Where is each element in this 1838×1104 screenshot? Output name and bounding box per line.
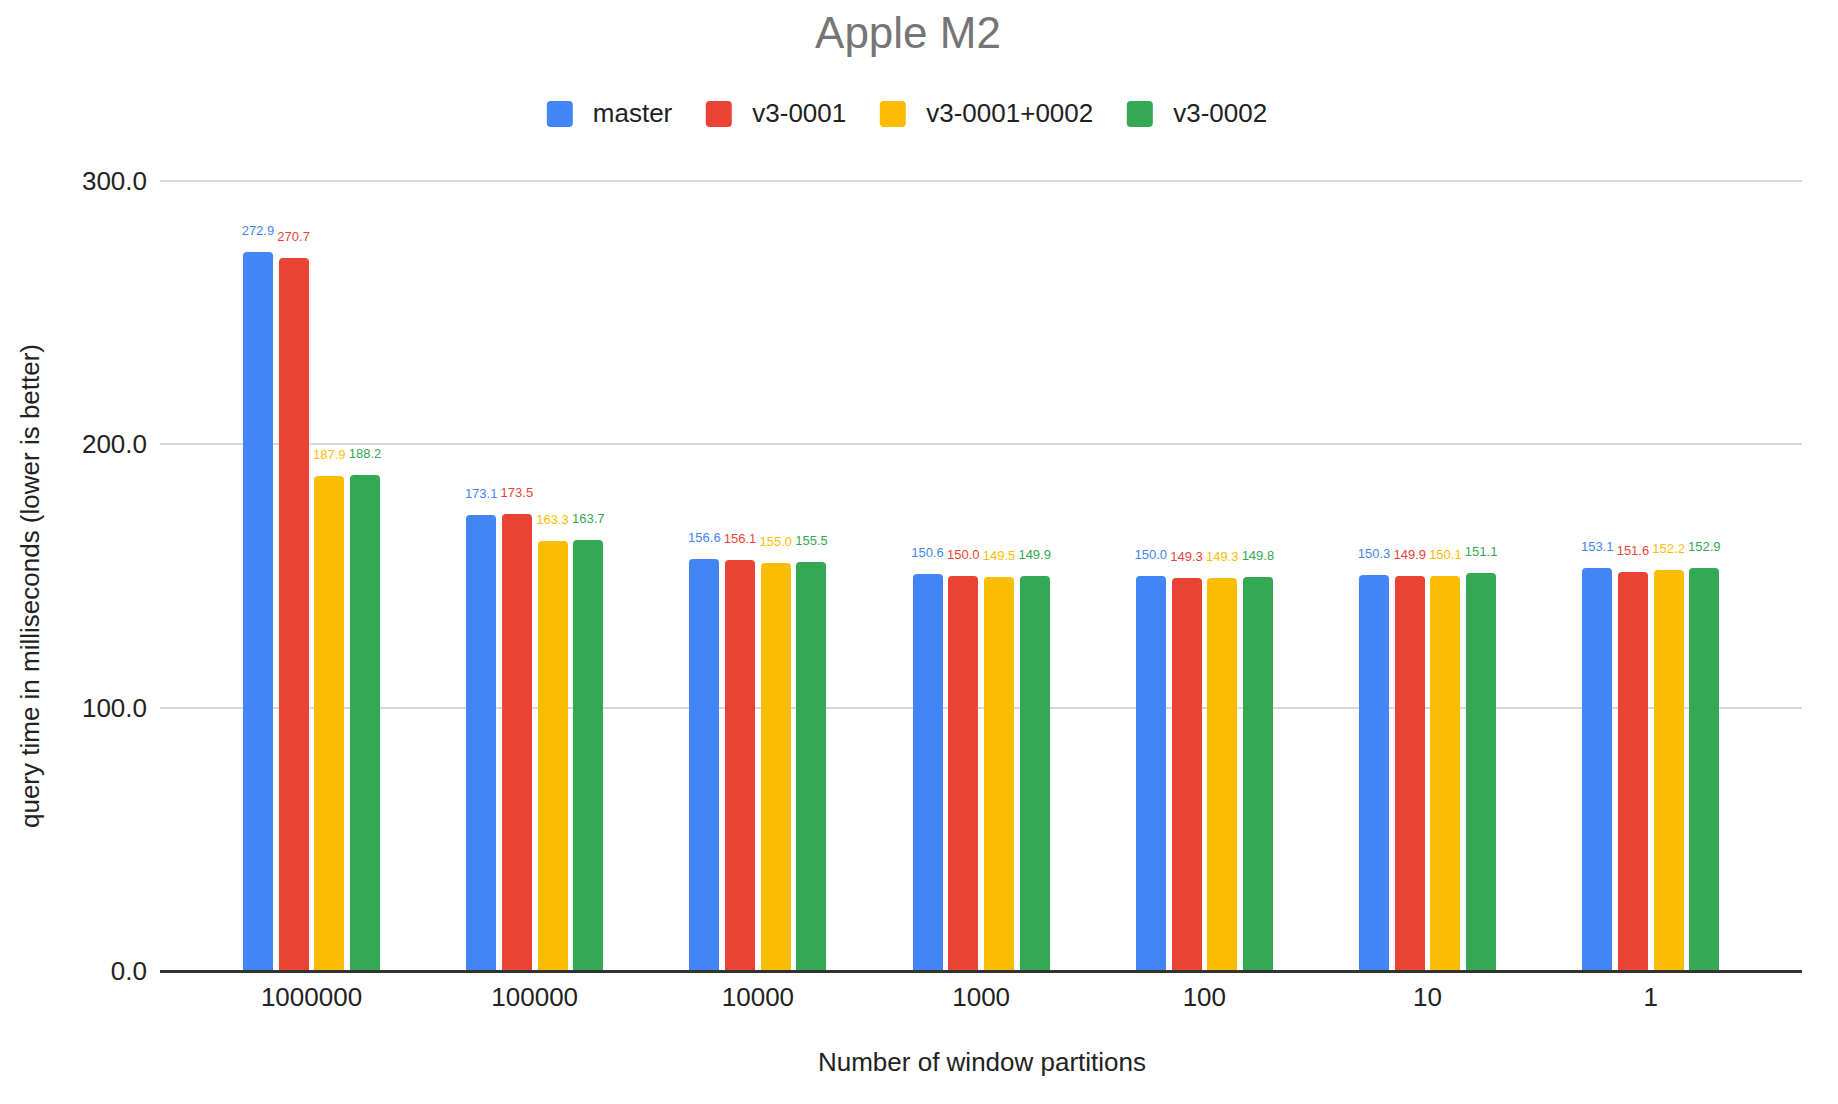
y-axis-title: query time in milliseconds (lower is bet…	[15, 344, 46, 828]
bar-v3-0001-10[interactable]	[1395, 576, 1425, 971]
value-label-v3-0001-1000000: 270.7	[254, 229, 334, 245]
bar-v3-0001-10000[interactable]	[725, 560, 755, 971]
legend-item-v3-0002[interactable]: v3-0002	[1127, 100, 1267, 127]
bar-chart: Apple M2 master v3-0001 v3-0001+0002 v3-000…	[0, 0, 1838, 1104]
legend-swatch	[880, 101, 906, 127]
bar-v3-0001+0002-10[interactable]	[1430, 576, 1460, 971]
bar-v3-0001-100[interactable]	[1172, 578, 1202, 971]
bar-v3-0001-100000[interactable]	[502, 514, 532, 971]
bar-v3-0001+0002-100[interactable]	[1207, 578, 1237, 971]
gridline-200.0	[160, 443, 1802, 445]
legend-label: v3-0001	[752, 100, 846, 127]
bar-v3-0001+0002-1[interactable]	[1654, 570, 1684, 971]
value-label-v3-0002-1000000: 188.2	[325, 446, 405, 462]
bar-v3-0002-100[interactable]	[1243, 577, 1273, 971]
x-tick-label-10000: 10000	[646, 982, 870, 1012]
legend-item-v3-0001[interactable]: v3-0001	[706, 100, 846, 127]
legend-swatch	[547, 101, 573, 127]
y-tick-label: 0.0	[0, 955, 147, 987]
value-label-v3-0002-10: 151.1	[1441, 544, 1521, 560]
legend: master v3-0001 v3-0001+0002 v3-0002	[547, 100, 1267, 127]
bar-v3-0001-1000000[interactable]	[279, 258, 309, 971]
bar-master-10000[interactable]	[689, 559, 719, 971]
bar-v3-0001-1[interactable]	[1618, 572, 1648, 971]
value-label-v3-0002-100: 149.8	[1218, 548, 1298, 564]
bar-master-100[interactable]	[1136, 576, 1166, 971]
bar-v3-0002-1000[interactable]	[1020, 576, 1050, 971]
chart-title: Apple M2	[815, 8, 1001, 58]
bar-v3-0002-100000[interactable]	[573, 540, 603, 971]
bar-v3-0002-10000[interactable]	[796, 562, 826, 971]
bar-v3-0001+0002-10000[interactable]	[761, 563, 791, 971]
legend-label: master	[593, 100, 672, 127]
legend-item-master[interactable]: master	[547, 100, 672, 127]
value-label-v3-0002-10000: 155.5	[771, 533, 851, 549]
bar-v3-0001+0002-1000[interactable]	[984, 577, 1014, 971]
bar-v3-0001-1000[interactable]	[948, 576, 978, 971]
bar-master-1000[interactable]	[913, 574, 943, 971]
x-axis-line	[160, 970, 1802, 973]
bar-v3-0002-1000000[interactable]	[350, 475, 380, 971]
x-tick-label-100000: 100000	[423, 982, 647, 1012]
gridline-100.0	[160, 707, 1802, 709]
value-label-v3-0002-1000: 149.9	[995, 547, 1075, 563]
bar-master-100000[interactable]	[466, 515, 496, 971]
x-axis-title: Number of window partitions	[818, 1047, 1146, 1078]
bar-master-1[interactable]	[1582, 568, 1612, 971]
value-label-v3-0002-100000: 163.7	[548, 511, 628, 527]
bar-v3-0002-1[interactable]	[1689, 568, 1719, 971]
bar-v3-0002-10[interactable]	[1466, 573, 1496, 971]
legend-swatch	[1127, 101, 1153, 127]
bar-master-1000000[interactable]	[243, 252, 273, 971]
legend-swatch	[706, 101, 732, 127]
bar-v3-0001+0002-1000000[interactable]	[314, 476, 344, 971]
x-tick-label-10: 10	[1316, 982, 1540, 1012]
bar-master-10[interactable]	[1359, 575, 1389, 971]
x-tick-label-1: 1	[1539, 982, 1763, 1012]
value-label-v3-0001-100000: 173.5	[477, 485, 557, 501]
legend-label: v3-0002	[1173, 100, 1267, 127]
y-tick-label: 300.0	[0, 165, 147, 197]
x-tick-label-1000000: 1000000	[200, 982, 424, 1012]
legend-item-v3-0001+0002[interactable]: v3-0001+0002	[880, 100, 1093, 127]
value-label-v3-0002-1: 152.9	[1664, 539, 1744, 555]
gridline-300.0	[160, 180, 1802, 182]
x-tick-label-100: 100	[1092, 982, 1316, 1012]
bar-v3-0001+0002-100000[interactable]	[538, 541, 568, 971]
legend-label: v3-0001+0002	[926, 100, 1093, 127]
x-tick-label-1000: 1000	[869, 982, 1093, 1012]
